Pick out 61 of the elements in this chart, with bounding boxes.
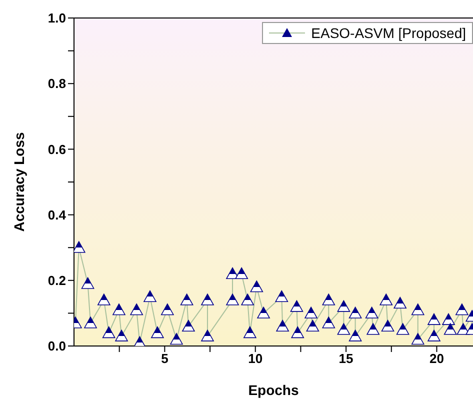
x-tick-label: 20: [429, 351, 444, 366]
point: [348, 330, 362, 342]
point: [144, 290, 156, 302]
y-tick-label: 0.0: [48, 338, 66, 354]
legend-label: EASO-ASVM [Proposed]: [311, 25, 466, 41]
point: [275, 290, 288, 302]
point: [241, 294, 254, 306]
point: [151, 326, 164, 338]
point: [98, 294, 110, 306]
y-tick-label: 0.8: [48, 76, 66, 92]
point: [226, 294, 239, 306]
point: [115, 330, 128, 342]
point: [112, 304, 126, 316]
point: [428, 313, 440, 325]
point: [411, 304, 424, 316]
point: [428, 330, 440, 342]
x-axis-title: Epochs: [248, 382, 299, 398]
point: [250, 280, 264, 292]
point: [322, 316, 336, 328]
x-tick-label: 10: [248, 351, 263, 366]
point: [235, 267, 248, 280]
point: [380, 294, 393, 306]
point: [456, 323, 470, 335]
point: [74, 241, 86, 253]
point: [366, 323, 380, 335]
point: [337, 300, 350, 312]
point: [291, 326, 304, 338]
point: [84, 316, 97, 328]
point: [257, 306, 270, 318]
point: [306, 320, 320, 332]
point: [381, 320, 394, 332]
point: [456, 304, 468, 316]
y-axis-title: Accuracy Loss: [11, 132, 27, 232]
point: [81, 277, 94, 289]
point: [102, 326, 116, 338]
x-tick-label: 5: [161, 351, 168, 366]
point: [394, 296, 406, 309]
point: [161, 304, 174, 316]
y-tick-label: 0.4: [48, 207, 67, 222]
point: [182, 320, 195, 332]
point: [290, 300, 304, 312]
point: [180, 294, 194, 306]
point: [244, 326, 256, 338]
point: [411, 333, 424, 345]
point: [396, 323, 410, 335]
point: [337, 323, 350, 335]
point: [444, 323, 457, 335]
y-tick-label: 0.2: [48, 273, 66, 288]
x-tick-label: 15: [338, 351, 354, 366]
y-tick-label: 0.6: [48, 142, 66, 157]
point: [322, 294, 336, 306]
point: [304, 306, 318, 318]
point: [442, 313, 455, 325]
y-tick-label: 1.0: [48, 10, 66, 26]
point: [201, 330, 214, 342]
point: [348, 306, 362, 318]
point: [365, 306, 378, 318]
point: [201, 294, 214, 306]
point: [170, 333, 183, 345]
point: [130, 304, 143, 316]
point: [276, 320, 289, 332]
